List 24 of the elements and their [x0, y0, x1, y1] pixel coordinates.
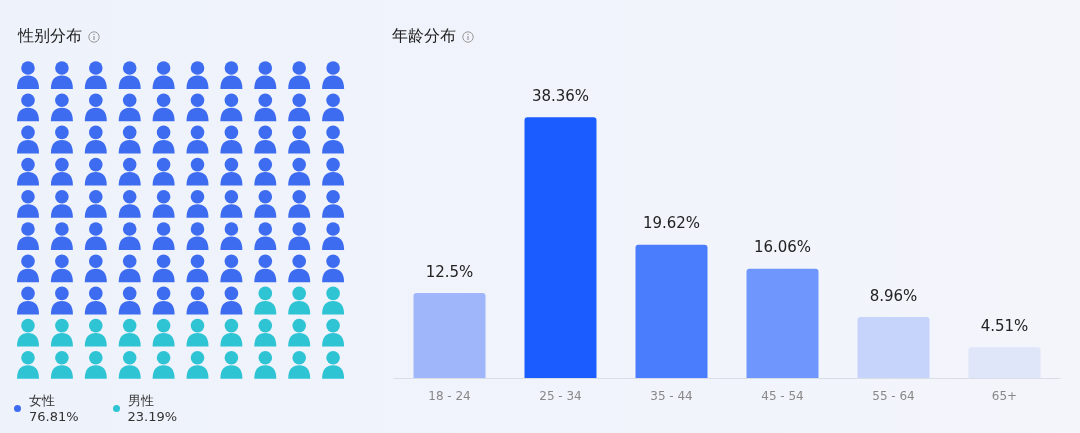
- data-label: 16.06%: [753, 238, 812, 257]
- data-label: 19.62%: [642, 214, 701, 233]
- bar: [968, 347, 1041, 378]
- bar: [857, 317, 930, 378]
- data-label: 23.19%: [127, 409, 178, 425]
- category-label: 女性: [29, 393, 56, 409]
- x-tick-label: 65+: [991, 389, 1018, 403]
- category-label: 男性: [127, 393, 155, 409]
- data-label: 12.5%: [425, 262, 474, 281]
- x-tick-label: 45 - 54: [761, 389, 804, 403]
- x-tick-label: 25 - 34: [539, 389, 582, 403]
- bar: [524, 117, 597, 378]
- data-label: 76.81%: [29, 409, 79, 425]
- data-label: 38.36%: [531, 86, 590, 105]
- bar: [635, 244, 708, 378]
- data-label: 8.96%: [869, 286, 918, 305]
- text: 性别分布: [18, 26, 82, 47]
- data-label: 4.51%: [980, 316, 1029, 335]
- x-tick-label: 35 - 44: [650, 389, 693, 403]
- x-tick-label: 55 - 64: [872, 389, 915, 403]
- bar: [413, 293, 486, 378]
- x-tick-label: 18 - 24: [428, 389, 471, 403]
- chart-title: 年龄分布: [392, 26, 456, 47]
- bar: [746, 268, 819, 378]
